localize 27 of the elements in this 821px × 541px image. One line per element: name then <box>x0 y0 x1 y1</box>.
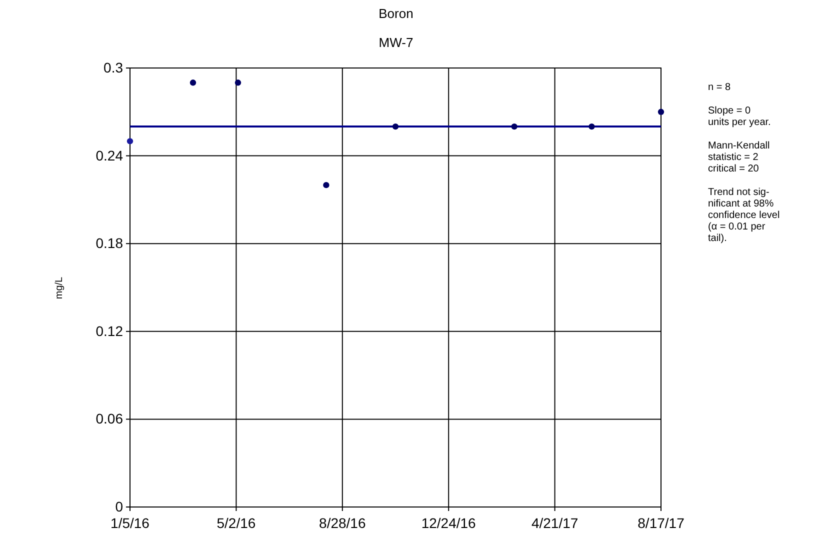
point <box>392 123 399 130</box>
y-tick-label: 0.24 <box>96 147 124 164</box>
x-tick-label: 5/2/16 <box>216 515 256 531</box>
y-tick-label: 0.18 <box>96 235 124 252</box>
y-tick-label: 0.3 <box>104 59 124 76</box>
x-tick-label: 4/21/17 <box>531 515 578 531</box>
point <box>658 108 664 115</box>
point <box>511 123 518 130</box>
y-axis-title: mg/L <box>54 276 65 300</box>
text: Trend not sig- nificant at 98% confidence level (α = 0.01 per tail). <box>708 187 780 244</box>
y-tick-label: 0 <box>115 498 124 514</box>
x-tick-label: 8/17/17 <box>638 515 685 531</box>
text: Mann-Kendall statistic = 2 critical = 20 <box>708 140 770 174</box>
point <box>588 123 595 130</box>
point <box>126 138 134 144</box>
chart-title: Boron <box>378 6 414 21</box>
point <box>190 80 196 86</box>
chart-subtitle: MW-7 <box>378 35 414 50</box>
x-tick-label: 12/24/16 <box>421 515 476 531</box>
y-tick-label: 0.06 <box>96 410 124 427</box>
x-tick-label: 1/5/16 <box>110 515 150 531</box>
point <box>323 182 330 188</box>
y-tick-label: 0.12 <box>96 322 124 339</box>
text: n = 8 <box>708 82 731 93</box>
point <box>234 80 242 86</box>
text: Slope = 0 units per year. <box>708 106 771 128</box>
x-tick-label: 8/28/16 <box>319 515 366 531</box>
